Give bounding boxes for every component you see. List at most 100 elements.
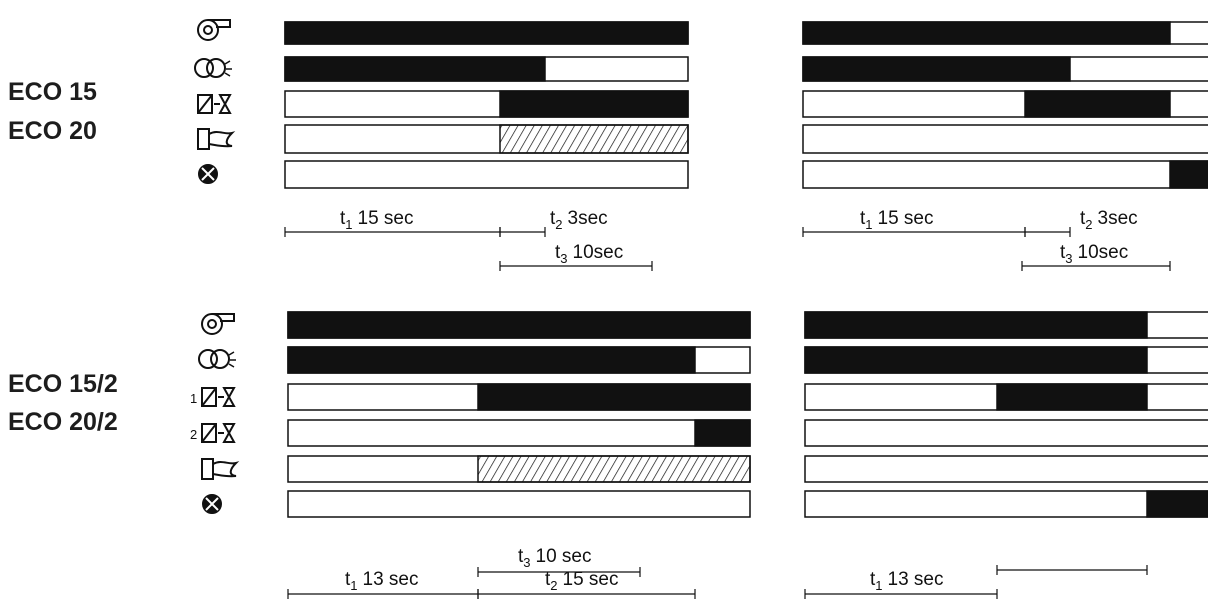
ign [224,60,232,77]
fan [208,19,231,28]
icon-lock [202,494,222,514]
icon-flame [197,128,236,150]
timing-label: t1 13 sec [345,569,419,593]
timing-index: 3 [523,555,530,570]
active-segment [802,21,1171,45]
icon-flame [201,458,240,480]
fan [197,19,219,41]
timing-symbol: t [860,208,866,229]
active-segment [287,346,696,374]
flame-segment [499,124,689,154]
timing-duration: 13 sec [888,569,944,590]
flame [212,461,240,478]
icon-fan [197,19,231,41]
timing-label: t1 15 sec [340,208,414,232]
active-segment [1146,490,1208,518]
active-segment [694,419,751,447]
timing-label: t3 10sec [1060,242,1128,266]
flame [201,458,214,480]
timing-duration: 15 sec [563,569,619,590]
fan [203,25,213,35]
timing-bar [284,160,689,189]
valve [201,423,217,443]
ign [210,349,230,369]
icon-fan [201,313,235,335]
timing-duration: 10sec [573,242,624,263]
timing-symbol: t [1080,208,1086,229]
active-segment [1024,90,1171,118]
active-segment [804,346,1148,374]
timing-label: t3 10 sec [518,546,592,570]
timing-symbol: t [870,569,876,590]
active-segment [284,21,689,45]
ign [194,58,214,78]
timing-index: 2 [550,578,557,593]
valve-number: 2 [190,427,197,442]
model-name: ECO 20/2 [8,408,118,436]
fan [201,313,223,335]
timing-symbol: t [518,546,524,567]
timing-duration: 13 sec [363,569,419,590]
model-name: ECO 15/2 [8,370,118,398]
timing-bar [802,124,1208,154]
ign [198,349,218,369]
timing-label: t1 15 sec [860,208,934,232]
active-segment [284,56,546,82]
icon-ign [198,349,236,369]
timing-duration: 15 sec [358,208,414,229]
timing-index: 2 [555,217,562,232]
valve-number: 1 [190,391,197,406]
timing-bar [804,455,1208,483]
ign [206,58,226,78]
flame [197,128,210,150]
timing-symbol: t [1060,242,1066,263]
model-name: ECO 15 [8,78,97,106]
timing-label: t2 15 sec [545,569,619,593]
timing-duration: 3sec [1098,208,1138,229]
timing-bar [804,419,1208,447]
icon-lock [198,164,218,184]
ign [228,351,236,368]
active-segment [499,90,689,118]
timing-symbol: t [340,208,346,229]
timing-bar [804,490,1208,518]
timing-label: t2 3sec [550,208,608,232]
valve [201,423,236,443]
timing-index: 3 [560,251,567,266]
timing-duration: 10sec [1078,242,1129,263]
model-name: ECO 20 [8,117,97,145]
flame [208,131,236,148]
timing-symbol: t [545,569,551,590]
valve [201,387,236,407]
timing-index: 2 [1085,217,1092,232]
timing-duration: 3sec [568,208,608,229]
active-segment [287,311,751,339]
lock [205,497,219,511]
icon-ign [194,58,232,78]
active-segment [996,383,1148,411]
timing-duration: 10 sec [536,546,592,567]
icon-valve [201,423,236,443]
valve [197,94,232,114]
icon-valve [197,94,232,114]
timing-bar [287,490,751,518]
timing-bar [802,160,1208,189]
active-segment [802,56,1071,82]
timing-symbol: t [345,569,351,590]
icon-valve [201,387,236,407]
timing-index: 3 [1065,251,1072,266]
timing-label: t3 10sec [555,242,623,266]
active-segment [1169,160,1208,189]
timing-bar [287,419,751,447]
timing-index: 1 [345,217,352,232]
fan [212,313,235,322]
timing-symbol: t [555,242,561,263]
fan [207,319,217,329]
flame-segment [477,455,751,483]
timing-symbol: t [550,208,556,229]
timing-index: 1 [865,217,872,232]
active-segment [477,383,751,411]
timing-label: t2 3sec [1080,208,1138,232]
active-segment [804,311,1148,339]
